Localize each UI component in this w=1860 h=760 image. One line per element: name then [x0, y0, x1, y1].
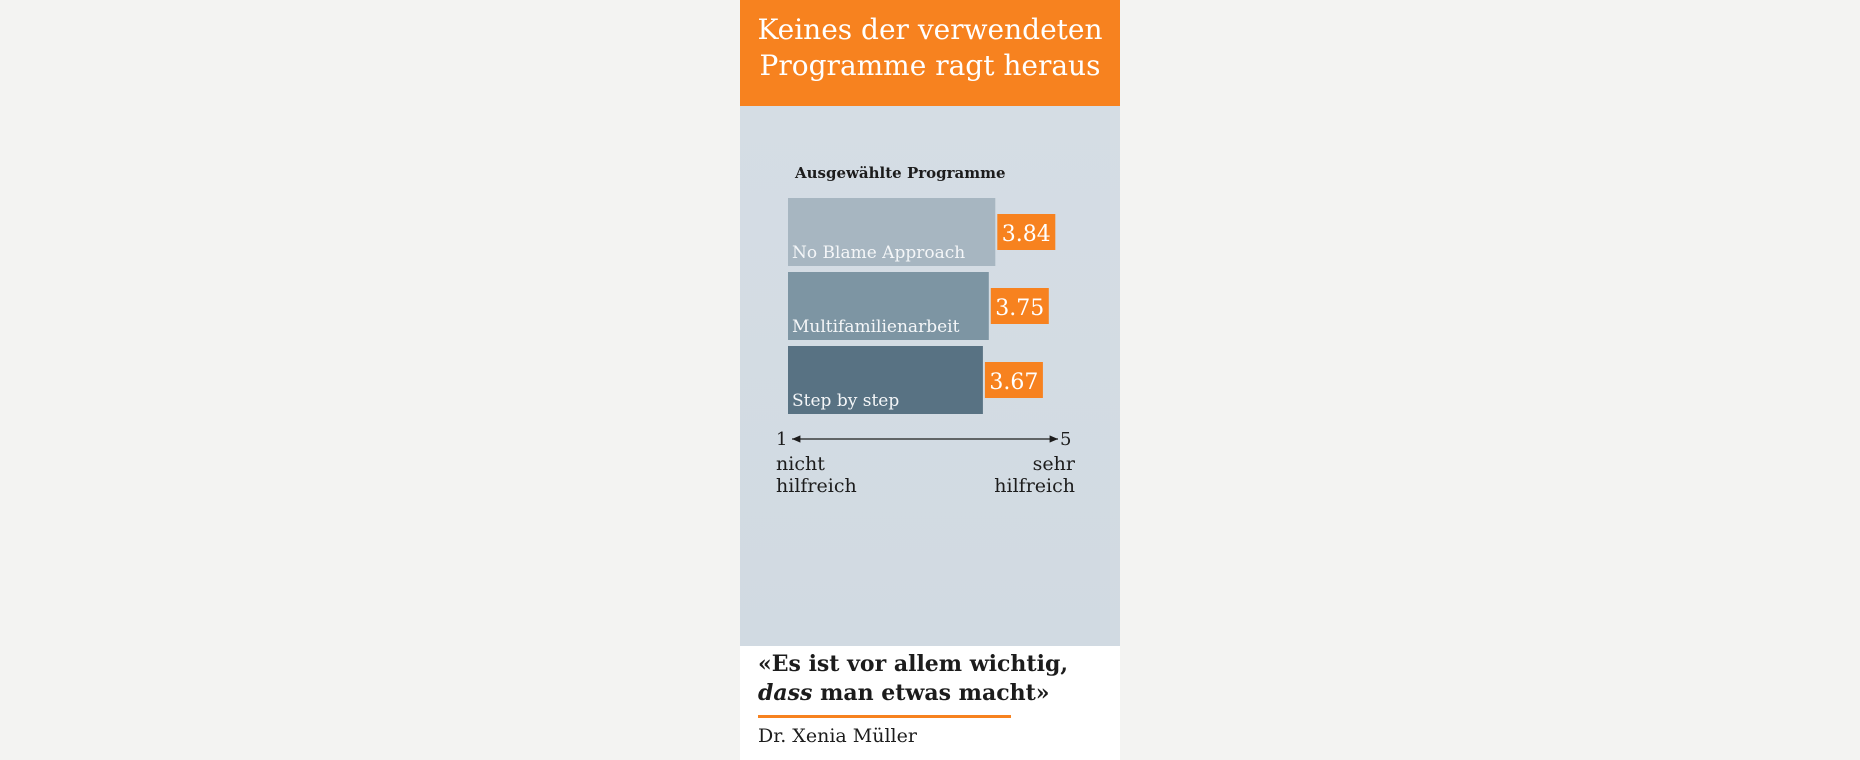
bar-2 — [788, 272, 989, 340]
header-banner: Keines der verwendeten Programme ragt he… — [740, 0, 1120, 106]
quote-line-2-rest: man etwas macht» — [812, 680, 1050, 706]
scale-min-label: 1 — [776, 429, 787, 450]
value-label-2: 3.75 — [995, 296, 1044, 321]
scale-max-text-line-2: hilfreich — [994, 475, 1075, 497]
quote-author: Dr. Xenia Müller — [758, 725, 917, 747]
pull-quote: «Es ist vor allem wichtig, dass man etwa… — [758, 650, 1098, 708]
bar-chart: Ausgewählte Programme No Blame Approach 3… — [776, 164, 1076, 497]
scale-max-text-line-1: sehr — [1033, 453, 1076, 475]
value-badge-3 — [984, 362, 1043, 398]
bars-group: No Blame Approach 3.84 Multifamilienarbeit… — [788, 198, 1056, 414]
quote-line-1: «Es ist vor allem wichtig, — [758, 651, 1068, 677]
bar-label-3: Step by step — [792, 391, 899, 411]
bar-1 — [788, 198, 996, 266]
bar-label-1: No Blame Approach — [792, 243, 965, 263]
value-badge-2 — [990, 288, 1049, 324]
scale-min-text-line-2: hilfreich — [776, 475, 857, 497]
headline-line-2: Programme ragt heraus — [759, 49, 1101, 82]
chart-title: Ausgewählte Programme — [794, 164, 1006, 182]
quote-line-2: dass man etwas macht» — [758, 679, 1098, 708]
headline-line-1: Keines der verwendeten — [757, 13, 1103, 46]
accent-rule — [758, 715, 1011, 718]
value-label-3: 3.67 — [989, 370, 1038, 395]
chart-area: Ausgewählte Programme No Blame Approach 3… — [740, 106, 1120, 646]
bar-3 — [788, 346, 983, 414]
scale-min-text-line-1: nicht — [776, 453, 825, 475]
value-label-1: 3.84 — [1002, 222, 1051, 247]
bar-label-2: Multifamilienarbeit — [792, 317, 960, 337]
scale-max-label: 5 — [1060, 429, 1071, 450]
quote-emphasis: dass — [758, 680, 813, 706]
value-badge-1 — [997, 214, 1056, 250]
infographic-panel: Keines der verwendeten Programme ragt he… — [740, 0, 1120, 760]
